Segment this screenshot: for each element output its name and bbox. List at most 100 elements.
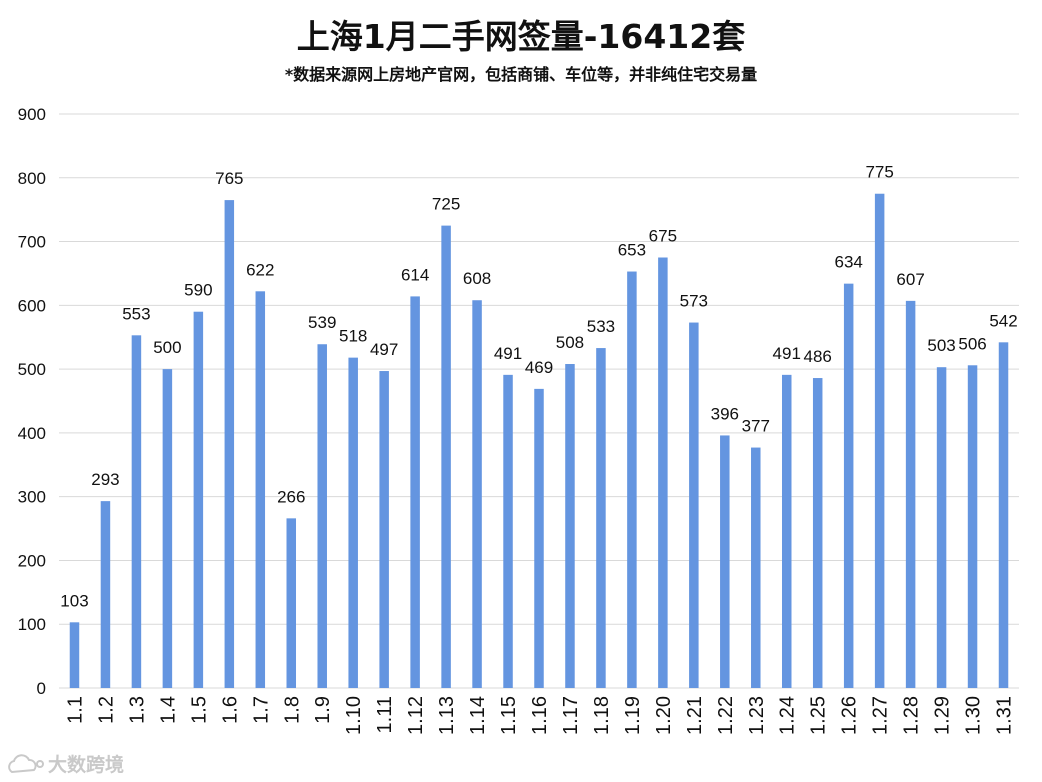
y-tick-label: 200	[18, 551, 46, 570]
data-label: 506	[958, 334, 986, 353]
y-tick-label: 400	[18, 424, 46, 443]
bar-1.13	[441, 225, 451, 688]
x-tick-label: 1.15	[498, 696, 520, 735]
x-tick-label: 1.24	[777, 696, 799, 735]
y-tick-label: 100	[18, 615, 46, 634]
bar-1.23	[751, 447, 761, 688]
bar-1.19	[627, 271, 637, 688]
data-label: 518	[339, 327, 367, 346]
watermark-text: 大数跨境	[48, 753, 124, 776]
x-tick-label: 1.30	[963, 696, 985, 735]
y-tick-label: 700	[18, 233, 46, 252]
bar-1.22	[720, 435, 730, 688]
data-label: 293	[91, 470, 119, 489]
bar-1.10	[348, 357, 358, 688]
bar-1.12	[410, 296, 420, 688]
x-tick-label: 1.23	[746, 696, 768, 735]
chart-title: 上海1月二手网签量-16412套	[297, 17, 745, 56]
data-label: 500	[153, 338, 181, 357]
x-tick-label: 1.3	[126, 696, 148, 724]
bar-1.7	[255, 291, 266, 688]
x-tick-label: 1.13	[436, 696, 458, 735]
data-label: 508	[556, 333, 584, 352]
data-label: 634	[834, 253, 862, 272]
bar-1.11	[379, 371, 389, 688]
x-tick-label: 1.5	[188, 696, 210, 724]
x-tick-label: 1.28	[901, 696, 923, 735]
x-tick-label: 1.4	[157, 696, 179, 724]
data-label: 542	[989, 311, 1017, 330]
x-tick-label: 1.19	[622, 696, 644, 735]
data-label: 469	[525, 358, 553, 377]
data-label: 497	[370, 340, 398, 359]
y-tick-label: 600	[18, 296, 46, 315]
x-tick-label: 1.22	[715, 696, 737, 735]
bar-1.24	[781, 374, 792, 688]
bar-1.5	[193, 311, 204, 688]
x-tick-label: 1.11	[374, 696, 396, 733]
bar-1.31	[998, 342, 1009, 688]
data-label: 725	[432, 195, 460, 214]
bar-1.9	[317, 344, 327, 688]
x-tick-label: 1.31	[994, 696, 1016, 735]
bar-1.21	[689, 322, 699, 688]
bar-1.30	[967, 365, 978, 688]
data-label: 533	[587, 317, 615, 336]
bar-1.2	[100, 501, 111, 688]
x-tick-label: 1.10	[343, 696, 365, 735]
y-tick-label: 300	[18, 488, 46, 507]
data-label: 377	[742, 417, 770, 436]
bar-1.8	[286, 518, 297, 688]
bar-1.28	[905, 300, 916, 688]
x-tick-label: 1.21	[684, 696, 706, 735]
data-label: 775	[865, 163, 893, 182]
y-tick-label: 500	[18, 360, 46, 379]
data-label: 607	[896, 270, 924, 289]
data-label: 539	[308, 313, 336, 332]
x-axis-ticks: 1.1 1.2 1.3 1.4 1.5 1.6 1.7 1.8 1.9 1.10 1.11 1.12 1…	[64, 696, 1015, 735]
cloud-logo-icon	[8, 754, 44, 774]
watermark: 大数跨境	[8, 753, 124, 776]
x-tick-label: 1.29	[932, 696, 954, 735]
chart-subtitle: *数据来源网上房地产官网，包括商铺、车位等，并非纯住宅交易量	[285, 65, 757, 84]
data-label: 573	[680, 292, 708, 311]
x-tick-label: 1.7	[250, 696, 272, 724]
bar-1.4	[162, 369, 173, 688]
data-label: 608	[463, 269, 491, 288]
data-label: 653	[618, 241, 646, 260]
bar-1.27	[874, 193, 885, 688]
y-tick-label: 0	[37, 679, 46, 698]
bar-1.14	[472, 300, 482, 688]
data-label: 622	[246, 260, 274, 279]
data-label: 103	[60, 591, 88, 610]
y-axis-ticks: 0 100 200 300 400 500 600 700 800 900	[18, 105, 46, 698]
data-label: 486	[804, 347, 832, 366]
data-label: 590	[184, 281, 212, 300]
bar-1.17	[565, 364, 575, 688]
x-tick-label: 1.1	[64, 696, 86, 724]
x-tick-label: 1.12	[405, 696, 427, 735]
data-label: 396	[711, 404, 739, 423]
x-tick-label: 1.9	[312, 696, 334, 724]
data-label: 765	[215, 169, 243, 188]
data-label: 266	[277, 487, 305, 506]
data-label: 675	[649, 227, 677, 246]
x-tick-label: 1.16	[529, 696, 551, 735]
x-tick-label: 1.25	[808, 696, 830, 735]
bar-1.25	[812, 378, 823, 688]
x-tick-label: 1.6	[219, 696, 241, 724]
x-tick-label: 1.26	[839, 696, 861, 735]
x-tick-label: 1.2	[95, 696, 117, 724]
bar-1.6	[224, 200, 235, 688]
data-label: 491	[494, 344, 522, 363]
bar-1.18	[596, 348, 606, 688]
data-label: 503	[927, 336, 955, 355]
bar-1.16	[534, 388, 544, 688]
y-tick-label: 800	[18, 169, 46, 188]
y-tick-label: 900	[18, 105, 46, 124]
data-label: 491	[773, 344, 801, 363]
bar-1.29	[936, 367, 947, 688]
x-tick-label: 1.20	[653, 696, 675, 735]
